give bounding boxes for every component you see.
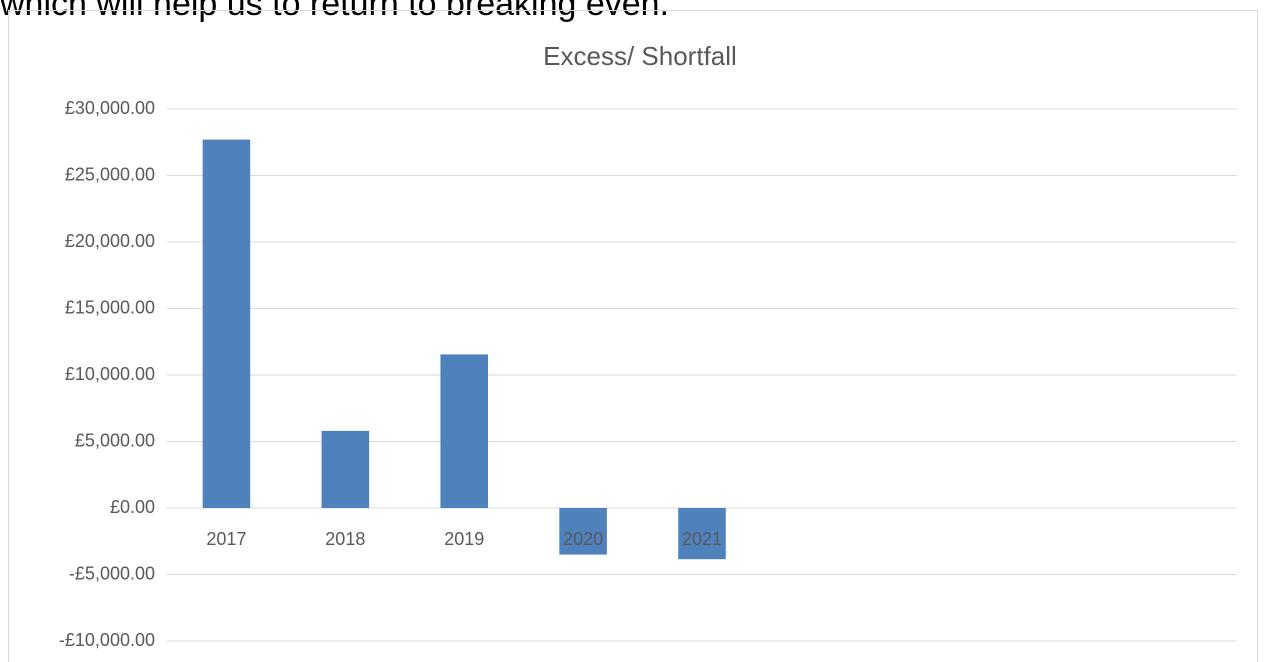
y-tick-label: -£5,000.00 (69, 563, 155, 583)
y-tick-label: £10,000.00 (65, 364, 155, 384)
y-tick-label: £20,000.00 (65, 231, 155, 251)
bar (440, 354, 488, 508)
x-tick-label: 2017 (206, 529, 246, 549)
chart-title: Excess/ Shortfall (543, 41, 737, 71)
bar (321, 430, 370, 508)
y-tick-label: £25,000.00 (65, 164, 155, 184)
bar (678, 508, 726, 560)
y-tick-label: -£10,000.00 (59, 630, 155, 650)
chart-border (8, 10, 1258, 662)
x-tick-label: 2021 (682, 529, 722, 549)
y-tick-label: £15,000.00 (65, 297, 155, 317)
x-tick-label: 2019 (444, 529, 484, 549)
y-tick-label: £30,000.00 (65, 98, 155, 118)
x-tick-label: 2020 (563, 529, 603, 549)
bar (202, 139, 251, 508)
x-tick-label: 2018 (325, 529, 365, 549)
y-tick-label: £5,000.00 (75, 430, 155, 450)
caption: which will help us to return to breaking… (0, 0, 669, 23)
bar (559, 508, 607, 555)
y-tick-label: £0.00 (110, 497, 155, 517)
